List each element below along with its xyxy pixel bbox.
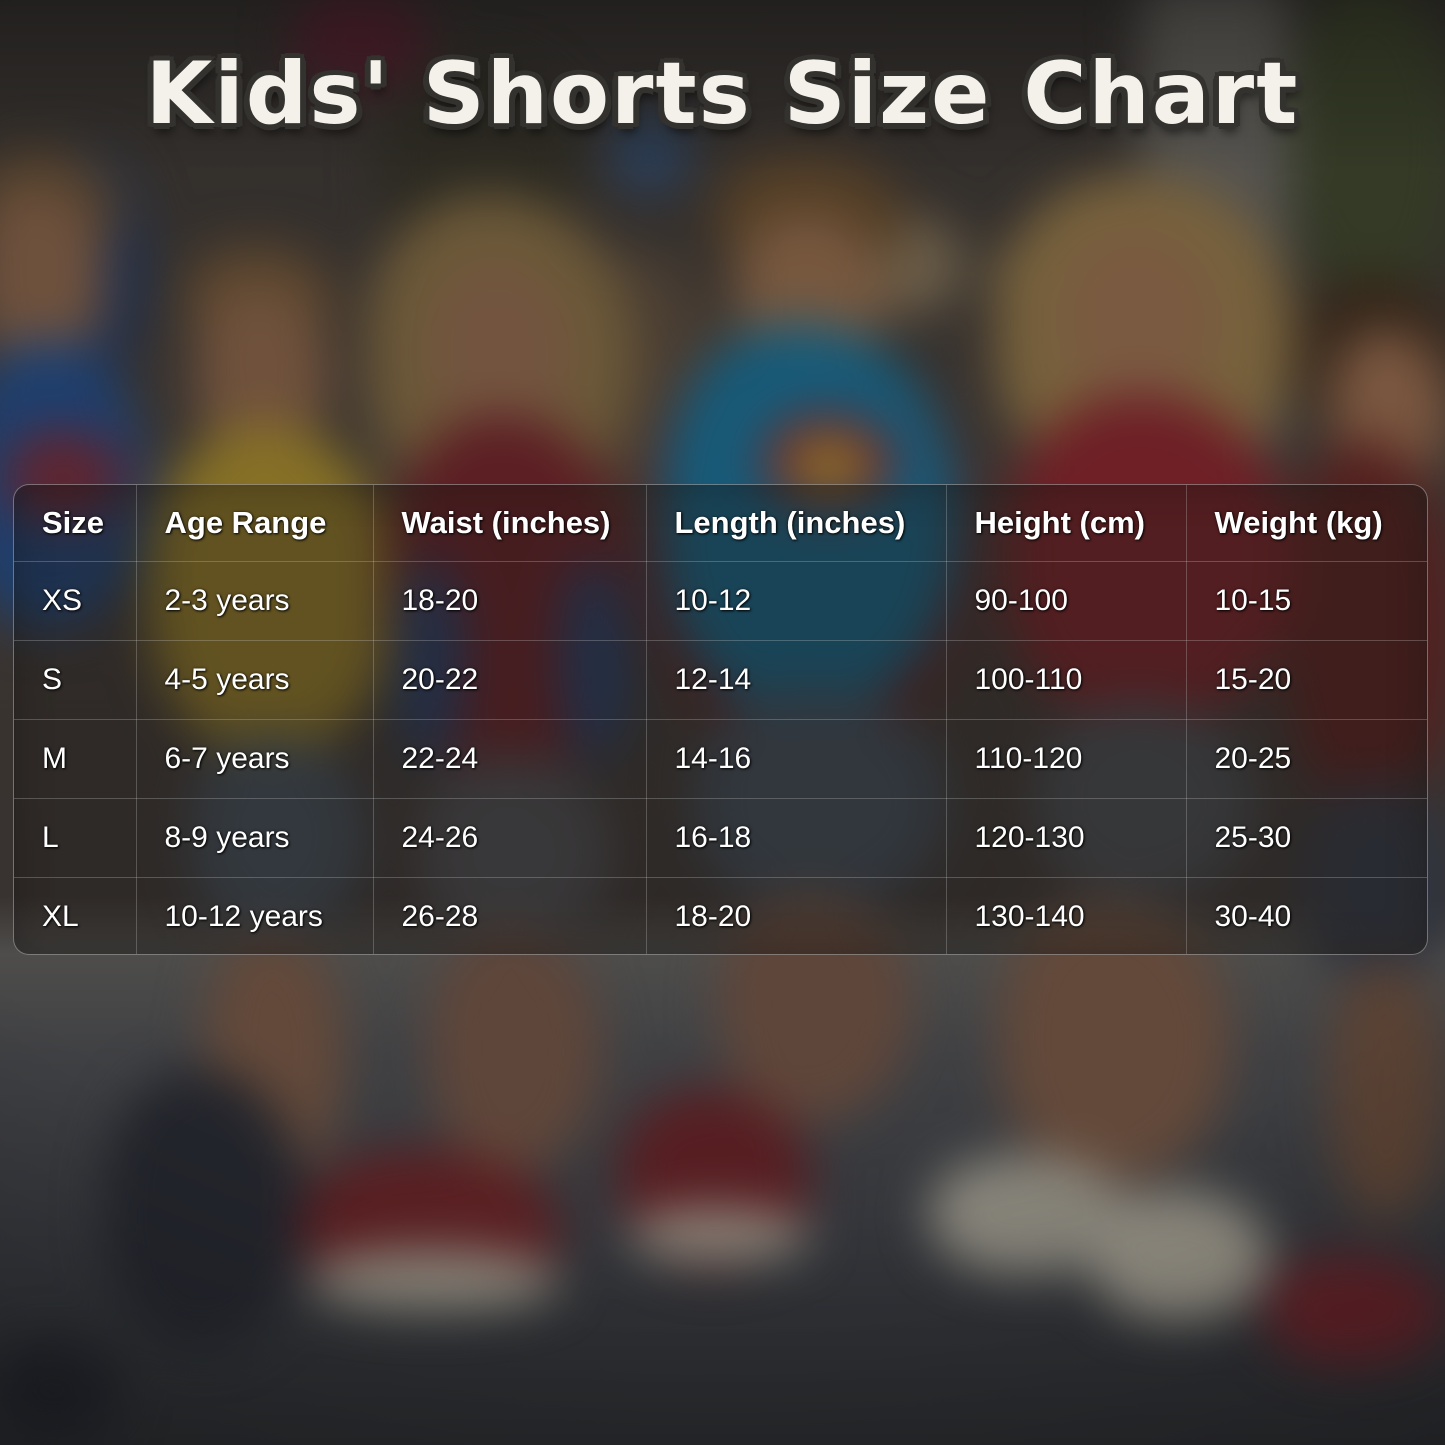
table-cell: 26-28 (373, 877, 647, 954)
table-cell: 12-14 (646, 640, 947, 720)
table-cell: 90-100 (946, 561, 1187, 641)
table-cell: 16-18 (646, 798, 947, 878)
table-cell: 14-16 (646, 719, 947, 799)
table-cell: 110-120 (946, 719, 1187, 799)
table-cell: 10-15 (1186, 561, 1427, 641)
table-cell: 2-3 years (136, 561, 374, 641)
sneaker (310, 1250, 560, 1310)
table-cell: 130-140 (946, 877, 1187, 954)
kid-figure (430, 265, 570, 440)
kid-figure (430, 930, 600, 1170)
column-header-height: Height (cm) (946, 485, 1187, 562)
table-cell: 20-22 (373, 640, 647, 720)
column-header-waist: Waist (inches) (373, 485, 647, 562)
table-cell: XS (14, 561, 137, 641)
table-row-xs: XS 2-3 years 18-20 10-12 90-100 10-15 (14, 561, 1427, 641)
sneaker (1265, 1255, 1445, 1365)
table-row-xl: XL 10-12 years 26-28 18-20 130-140 30-40 (14, 877, 1427, 954)
table-row-s: S 4-5 years 20-22 12-14 100-110 15-20 (14, 640, 1427, 720)
size-chart-table: Size Age Range Waist (inches) Length (in… (13, 484, 1428, 955)
table-cell: 18-20 (646, 877, 947, 954)
table-cell: 30-40 (1214, 899, 1292, 933)
table-header-row: Size Age Range Waist (inches) Length (in… (14, 485, 1427, 562)
photo-blob (1290, 0, 1445, 310)
table-cell: 8-9 years (136, 798, 374, 878)
table-cell: S (14, 640, 137, 720)
table-row-m: M 6-7 years 22-24 14-16 110-120 20-25 (14, 719, 1427, 799)
kid-figure (790, 440, 870, 490)
table-cell: 15-20 (1186, 640, 1427, 720)
photo-blob (290, 0, 430, 90)
column-header-age: Age Range (136, 485, 374, 562)
table-cell: 10-12 (646, 561, 947, 641)
sneaker (0, 1340, 120, 1440)
sneaker (630, 1210, 810, 1260)
table-cell: 100-110 (946, 640, 1187, 720)
table-cell: M (14, 719, 137, 799)
column-header-weight: Weight (kg) (1186, 485, 1427, 562)
photo-blob (610, 115, 690, 195)
table-cell: 20-25 (1186, 719, 1427, 799)
table-row-l: L 8-9 years 24-26 16-18 120-130 25-30 (14, 798, 1427, 878)
table-cell: 25-30 (1186, 798, 1427, 878)
table-cell: 10-12 years (136, 877, 374, 954)
column-header-size: Size (14, 485, 137, 562)
table-cell: L (14, 798, 137, 878)
table-cell: 22-24 (373, 719, 647, 799)
kid-figure (1065, 235, 1215, 405)
kid-figure (1330, 960, 1445, 1220)
page-title: Kids' Shorts Size Chart (145, 44, 1300, 144)
table-cell: 18-20 (373, 561, 647, 641)
table-cell: 6-7 years (136, 719, 374, 799)
table-cell: 120-130 (946, 798, 1187, 878)
table-cell: XL (14, 877, 137, 954)
table-cell: 24-26 (373, 798, 647, 878)
sneaker (1090, 1190, 1270, 1320)
column-header-length: Length (inches) (646, 485, 947, 562)
sneaker (105, 1070, 305, 1350)
table-cell: 4-5 years (136, 640, 374, 720)
